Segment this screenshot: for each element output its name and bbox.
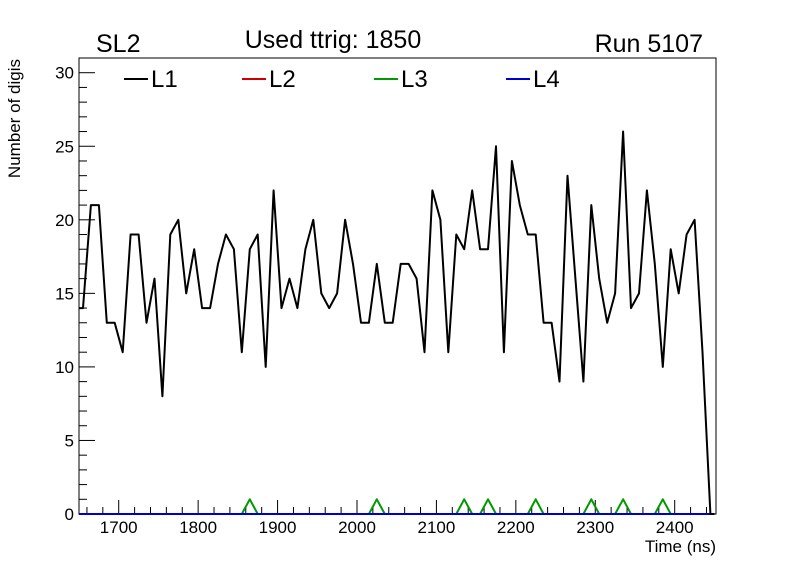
x-tick-label: 2400 [656, 518, 694, 537]
x-tick-label: 2300 [576, 518, 614, 537]
y-tick-label: 25 [55, 137, 74, 156]
header-left-label: SL2 [96, 30, 140, 58]
y-tick-label: 30 [55, 64, 74, 83]
series-layer [79, 130, 715, 515]
y-tick-label: 5 [65, 431, 74, 450]
y-tick-label: 10 [55, 358, 74, 377]
header-right-label: Run 5107 [595, 30, 703, 58]
y-axis-title: Number of digis [5, 59, 24, 178]
legend-label-l3: L3 [401, 66, 428, 93]
x-axis-title: Time (ns) [645, 537, 716, 556]
x-tick-label: 1800 [179, 518, 217, 537]
header-center-label: Used ttrig: 1850 [245, 26, 422, 54]
legend-label-l4: L4 [533, 66, 560, 93]
x-tick-label: 1900 [259, 518, 297, 537]
series-line-l3 [79, 498, 715, 515]
x-tick-label: 2200 [497, 518, 535, 537]
x-axis: 1700 1800 1900 2000 2100 2200 2300 2400 [86, 500, 707, 537]
legend: L1 L2 L3 L4 [124, 66, 560, 93]
legend-label-l1: L1 [151, 66, 178, 93]
x-tick-label: 1700 [100, 518, 138, 537]
y-tick-label: 15 [55, 284, 74, 303]
y-axis: 0 5 10 15 20 25 30 [55, 57, 95, 524]
y-tick-label: 20 [55, 211, 74, 230]
x-tick-label: 2000 [338, 518, 376, 537]
series-line-l1 [79, 130, 715, 515]
x-tick-label: 2100 [418, 518, 456, 537]
y-tick-label: 0 [65, 505, 74, 524]
legend-label-l2: L2 [269, 66, 296, 93]
